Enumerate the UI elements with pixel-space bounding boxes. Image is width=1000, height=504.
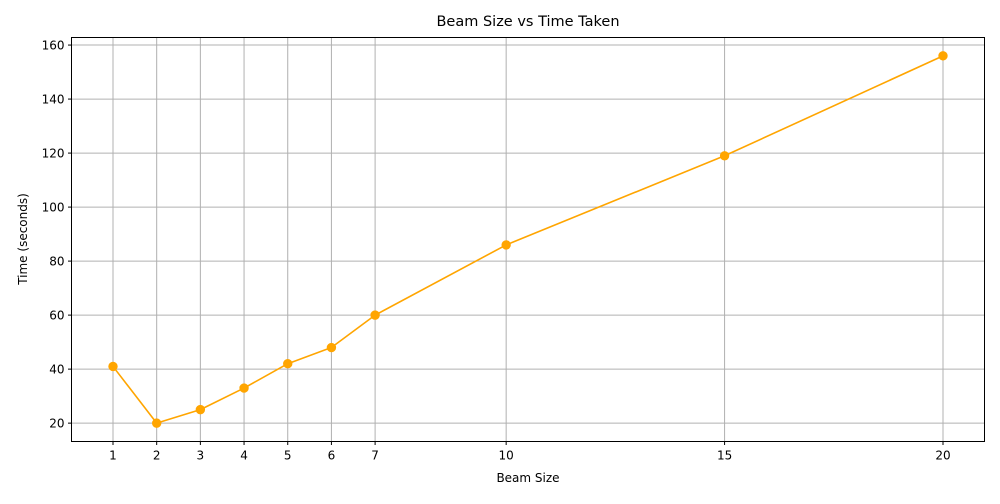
data-point bbox=[938, 51, 948, 61]
x-tick-label: 6 bbox=[328, 449, 336, 463]
series-line bbox=[112, 55, 944, 424]
data-point bbox=[195, 404, 206, 415]
grid bbox=[71, 37, 985, 442]
data-point bbox=[719, 151, 730, 161]
data-point bbox=[239, 383, 249, 393]
data-point bbox=[283, 359, 293, 369]
x-tick-label: 3 bbox=[197, 449, 205, 463]
y-tick-label: 120 bbox=[42, 146, 65, 160]
plot-frame bbox=[71, 37, 985, 442]
y-axis-ticks: 20 40 60 80 100 120 140 160 bbox=[42, 38, 72, 430]
y-tick-label: 100 bbox=[42, 200, 65, 214]
data-point bbox=[326, 342, 337, 353]
y-tick-label: 20 bbox=[49, 416, 64, 430]
y-tick-label: 40 bbox=[49, 362, 64, 376]
x-tick-label: 5 bbox=[284, 449, 292, 463]
series-layer bbox=[108, 51, 948, 428]
data-point bbox=[501, 240, 511, 250]
x-tick-label: 4 bbox=[240, 449, 248, 463]
y-tick-label: 140 bbox=[42, 92, 65, 106]
data-point bbox=[370, 310, 380, 320]
y-tick-label: 160 bbox=[42, 38, 65, 52]
x-tick-label: 15 bbox=[717, 449, 732, 463]
y-tick-label: 80 bbox=[49, 254, 64, 268]
x-axis-ticks: 1 2 3 4 5 6 7 10 15 20 bbox=[109, 441, 951, 463]
chart-title: Beam Size vs Time Taken bbox=[436, 14, 619, 30]
x-tick-label: 2 bbox=[153, 449, 161, 463]
y-tick-label: 60 bbox=[49, 308, 64, 322]
x-tick-label: 10 bbox=[499, 449, 514, 463]
x-tick-label: 1 bbox=[109, 449, 117, 463]
data-point bbox=[108, 361, 118, 372]
x-axis-label: Beam Size bbox=[496, 471, 559, 485]
x-tick-label: 7 bbox=[371, 449, 379, 463]
data-point bbox=[151, 418, 162, 428]
x-tick-label: 20 bbox=[935, 449, 950, 463]
y-axis-label: Time (seconds) bbox=[16, 193, 30, 286]
